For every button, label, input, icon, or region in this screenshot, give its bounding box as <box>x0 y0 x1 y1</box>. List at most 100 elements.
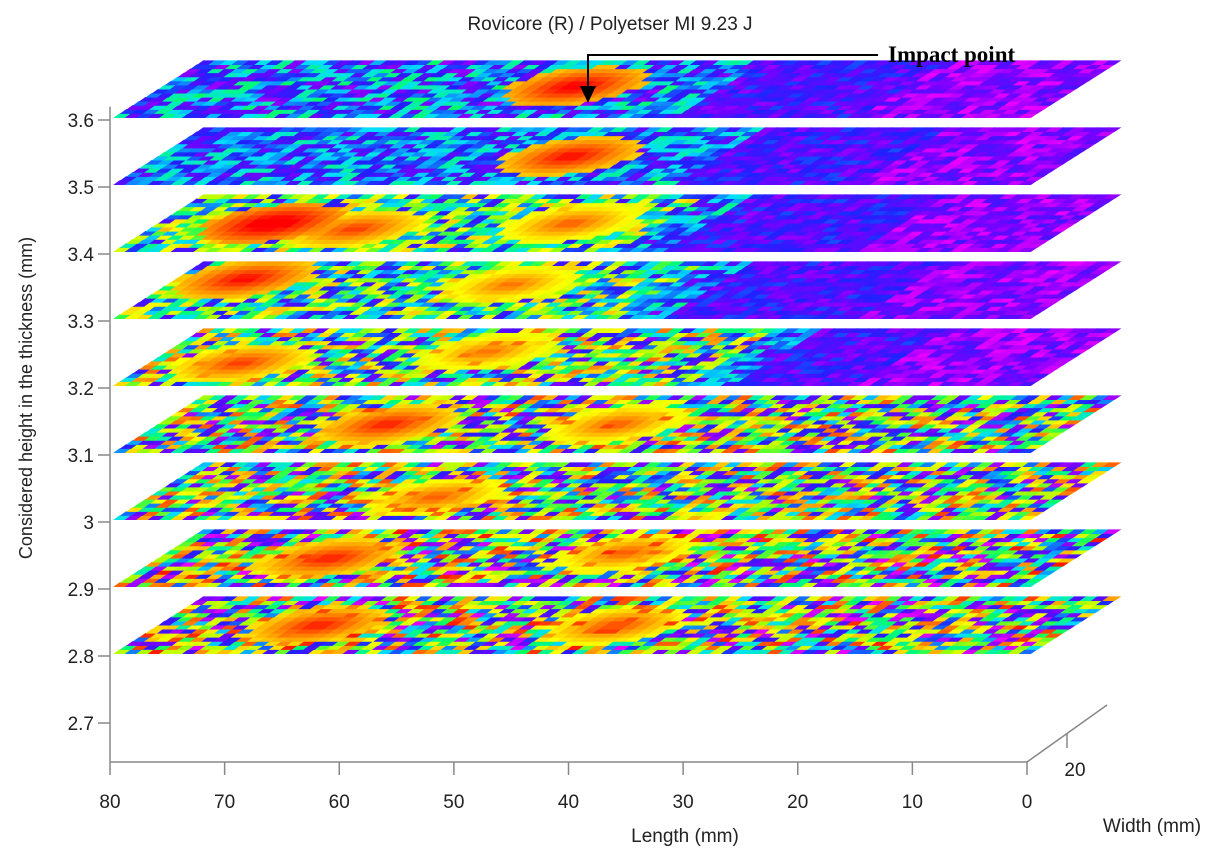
heatmap-cell <box>193 582 213 587</box>
heatmap-cell <box>388 545 408 551</box>
heatmap-cell <box>571 582 591 587</box>
heatmap-cell <box>259 600 279 606</box>
heatmap-cell <box>192 620 212 626</box>
heatmap-cell <box>587 624 607 630</box>
heatmap-cell <box>620 633 640 638</box>
heatmap-cell <box>773 608 793 614</box>
heatmap-cell <box>538 641 558 646</box>
heatmap-cell <box>1057 557 1077 563</box>
heatmap-cell <box>728 637 748 642</box>
heatmap-cell <box>321 604 341 610</box>
heatmap-cell <box>273 582 293 587</box>
heatmap-cell <box>174 624 194 630</box>
heatmap-cell <box>843 570 863 575</box>
heatmap-cell <box>837 537 857 543</box>
heatmap-cell <box>942 624 962 630</box>
heatmap-cell <box>341 553 361 559</box>
heatmap-cell <box>947 628 967 634</box>
heatmap-cell <box>825 641 845 646</box>
heatmap-cell <box>709 612 729 618</box>
heatmap-cell <box>471 596 491 602</box>
heatmap-cell <box>293 600 313 606</box>
heatmap-cell <box>363 628 383 634</box>
heatmap-cell <box>1034 557 1054 563</box>
heatmap-cell <box>887 578 907 583</box>
heatmap-cell <box>664 574 684 579</box>
heatmap-cell <box>614 533 634 539</box>
heatmap-cell <box>514 649 534 654</box>
heatmap-cell <box>760 549 780 555</box>
heatmap-cell <box>453 600 474 606</box>
heatmap-cell <box>273 649 293 654</box>
heatmap-cell <box>163 624 183 630</box>
heatmap-cell <box>768 537 788 543</box>
heatmap-cell <box>246 608 266 614</box>
heatmap-cell <box>955 616 975 622</box>
heatmap-cell <box>1004 600 1024 606</box>
heatmap-cell <box>412 574 432 579</box>
heatmap-cell <box>179 628 199 634</box>
heatmap-cell <box>767 545 787 551</box>
heatmap-cell <box>281 637 301 642</box>
heatmap-cell <box>779 574 799 579</box>
heatmap-cell <box>1060 541 1080 547</box>
heatmap-cell <box>1014 608 1034 614</box>
heatmap-cell <box>551 566 571 571</box>
heatmap-cell <box>1007 582 1027 587</box>
heatmap-cell <box>218 604 238 610</box>
heatmap-cell <box>778 582 798 587</box>
heatmap-cell <box>674 582 694 587</box>
heatmap-cell <box>999 596 1019 602</box>
heatmap-cell <box>1034 624 1054 630</box>
heatmap-cell <box>672 561 692 567</box>
heatmap-cell <box>853 608 873 614</box>
heatmap-cell <box>451 616 471 622</box>
heatmap-cell <box>850 624 871 630</box>
heatmap-cell <box>1089 537 1109 543</box>
heatmap-cell <box>829 616 849 622</box>
heatmap-cell <box>330 553 350 559</box>
heatmap-cell <box>777 553 797 559</box>
heatmap-cell <box>204 620 224 626</box>
heatmap-cell <box>913 561 933 567</box>
heatmap-cell <box>878 533 898 539</box>
heatmap-cell <box>871 641 891 646</box>
heatmap-cell <box>500 628 520 634</box>
heatmap-cell <box>213 600 233 606</box>
heatmap-cell <box>350 533 370 539</box>
heatmap-cell <box>583 612 603 618</box>
heatmap-cell <box>828 557 848 563</box>
heatmap-cell <box>486 608 507 614</box>
heatmap-cell <box>795 578 816 583</box>
heatmap-cell <box>201 533 221 539</box>
heatmap-cell <box>746 633 766 638</box>
heatmap-cell <box>314 645 334 650</box>
heatmap-cell <box>411 649 431 654</box>
heatmap-cell <box>847 612 867 618</box>
heatmap-cell <box>699 574 719 579</box>
heatmap-cell <box>1002 608 1022 614</box>
heatmap-cell <box>305 561 325 567</box>
heatmap-cell <box>658 541 679 547</box>
heatmap-cell <box>145 628 165 634</box>
heatmap-cell <box>985 641 1005 646</box>
heatmap-cell <box>173 566 193 571</box>
heatmap-cell <box>171 612 191 618</box>
heatmap-cell <box>653 537 673 543</box>
heatmap-cell <box>187 549 207 555</box>
heatmap-cell <box>444 553 464 559</box>
heatmap-cell <box>403 596 423 602</box>
heatmap-cell <box>518 557 538 563</box>
heatmap-cell <box>1030 545 1050 551</box>
heatmap-cell <box>732 582 752 587</box>
heatmap-cell <box>951 641 971 646</box>
heatmap-cell <box>539 537 559 543</box>
heatmap-cell <box>939 545 959 551</box>
heatmap-cell <box>623 549 643 555</box>
heatmap-cell <box>531 549 551 555</box>
heatmap-cell <box>891 553 911 559</box>
heatmap-cell <box>263 574 283 579</box>
heatmap-cell <box>762 608 782 614</box>
heatmap-cell <box>189 570 209 575</box>
